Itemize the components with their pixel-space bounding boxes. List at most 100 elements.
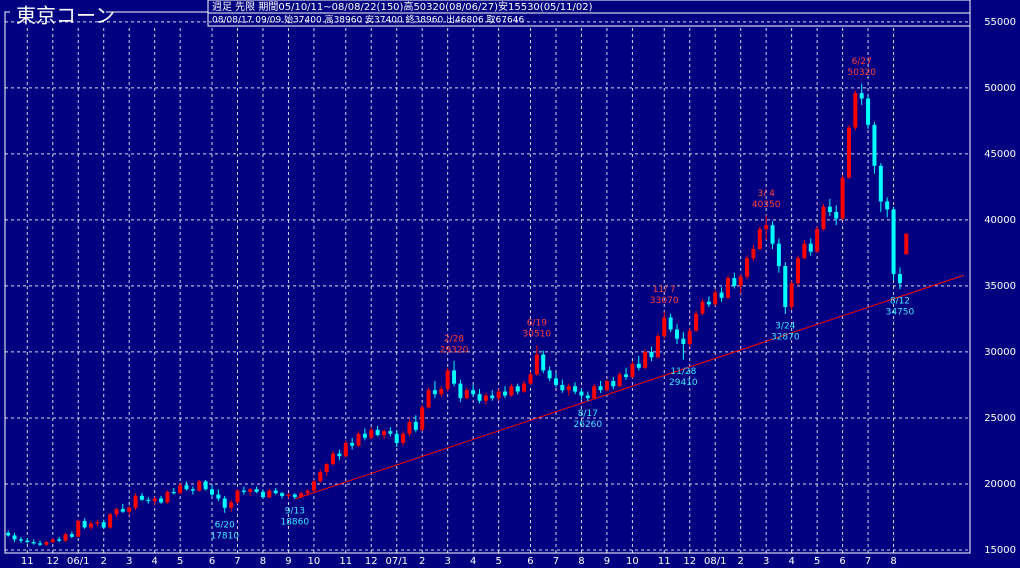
candle-body — [337, 453, 342, 457]
candle-body — [292, 494, 297, 498]
annotation-value: 34750 — [886, 308, 915, 318]
candle-body — [770, 225, 775, 244]
candle-body — [50, 539, 55, 543]
candle-body — [88, 523, 93, 528]
candle-body — [630, 363, 635, 378]
candle-body — [891, 209, 896, 275]
candle-body — [713, 292, 718, 305]
candle-body — [859, 93, 864, 99]
candle-body — [381, 431, 386, 436]
y-tick-label: 35000 — [984, 281, 1016, 292]
candle-body — [57, 539, 62, 541]
candle-body — [725, 278, 730, 298]
candle-body — [789, 283, 794, 308]
candle-body — [286, 494, 291, 496]
annotation-date: 8/17 — [578, 409, 598, 419]
x-tick-label: 8 — [578, 556, 584, 567]
candle-body — [553, 378, 558, 385]
candle-body — [184, 485, 189, 490]
candle-body — [503, 391, 508, 396]
y-tick-label: 55000 — [984, 17, 1016, 28]
candle-body — [483, 395, 488, 401]
candle-body — [216, 494, 221, 499]
x-tick-label: 07/1 — [385, 556, 407, 567]
candle-body — [401, 433, 406, 444]
candle-body — [904, 233, 909, 255]
y-tick-label: 20000 — [984, 479, 1016, 490]
candle-body — [643, 351, 648, 368]
candle-body — [827, 206, 832, 212]
x-tick-label: 2 — [738, 556, 744, 567]
y-tick-label: 50000 — [984, 83, 1016, 94]
candle-body — [120, 509, 125, 512]
candle-body — [719, 292, 724, 298]
candle-body — [407, 421, 412, 434]
candle-body — [821, 206, 826, 230]
candle-body — [738, 276, 743, 286]
candle-body — [776, 243, 781, 267]
x-tick-label: 2 — [101, 556, 107, 567]
trend-line — [294, 274, 964, 500]
candle-body — [267, 490, 272, 498]
x-tick-label: 08/1 — [704, 556, 726, 567]
candle-body — [375, 429, 380, 436]
x-tick-label: 7 — [553, 556, 559, 567]
x-tick-label: 4 — [470, 556, 476, 567]
annotation-date: 3/24 — [775, 322, 795, 332]
candle-body — [732, 278, 737, 286]
candle-body — [31, 542, 36, 544]
candle-body — [101, 522, 106, 528]
candle-body — [566, 386, 571, 391]
candle-body — [69, 534, 74, 537]
candle-body — [840, 177, 845, 219]
title-box — [10, 2, 106, 30]
candle-body — [139, 495, 144, 500]
candle-body — [846, 127, 851, 178]
candle-body — [254, 489, 259, 492]
candle-body — [834, 211, 839, 219]
annotation-date: 11/28 — [670, 367, 696, 377]
candle-body — [76, 520, 81, 537]
candle-body — [694, 313, 699, 331]
candle-body — [331, 453, 336, 465]
candle-body — [585, 395, 590, 399]
candle-body — [477, 394, 482, 401]
x-tick-label: 11 — [21, 556, 34, 567]
candle-body — [534, 354, 539, 375]
candle-body — [394, 433, 399, 444]
annotation-value: 33070 — [650, 296, 679, 306]
candle-body — [63, 534, 68, 541]
candle-body — [127, 507, 132, 512]
candle-body — [311, 481, 316, 491]
candle-body — [241, 490, 246, 492]
candle-body — [528, 374, 533, 384]
candle-body — [413, 421, 418, 430]
x-tick-label: 3 — [763, 556, 769, 567]
candle-body — [604, 380, 609, 391]
candle-body — [190, 489, 195, 491]
candle-body — [6, 532, 11, 536]
y-tick-label: 40000 — [984, 215, 1016, 226]
x-tick-label: 5 — [814, 556, 820, 567]
candle-body — [471, 390, 476, 395]
x-tick-label: 6 — [527, 556, 533, 567]
candle-body — [560, 384, 565, 391]
x-tick-label: 4 — [151, 556, 157, 567]
candle-body — [305, 490, 310, 494]
candle-body — [853, 93, 858, 128]
candle-body — [152, 498, 157, 502]
x-tick-label: 8 — [260, 556, 266, 567]
x-tick-label: 06/1 — [67, 556, 89, 567]
candle-body — [700, 301, 705, 314]
candle-body — [866, 98, 871, 125]
x-tick-label: 5 — [495, 556, 501, 567]
x-tick-label: 10 — [626, 556, 639, 567]
x-tick-label: 6 — [209, 556, 215, 567]
candle-body — [757, 229, 762, 249]
annotation-date: 3/ 4 — [757, 189, 775, 199]
annotation-date: 8/12 — [890, 297, 910, 307]
candle-body — [674, 329, 679, 339]
x-tick-label: 4 — [788, 556, 794, 567]
